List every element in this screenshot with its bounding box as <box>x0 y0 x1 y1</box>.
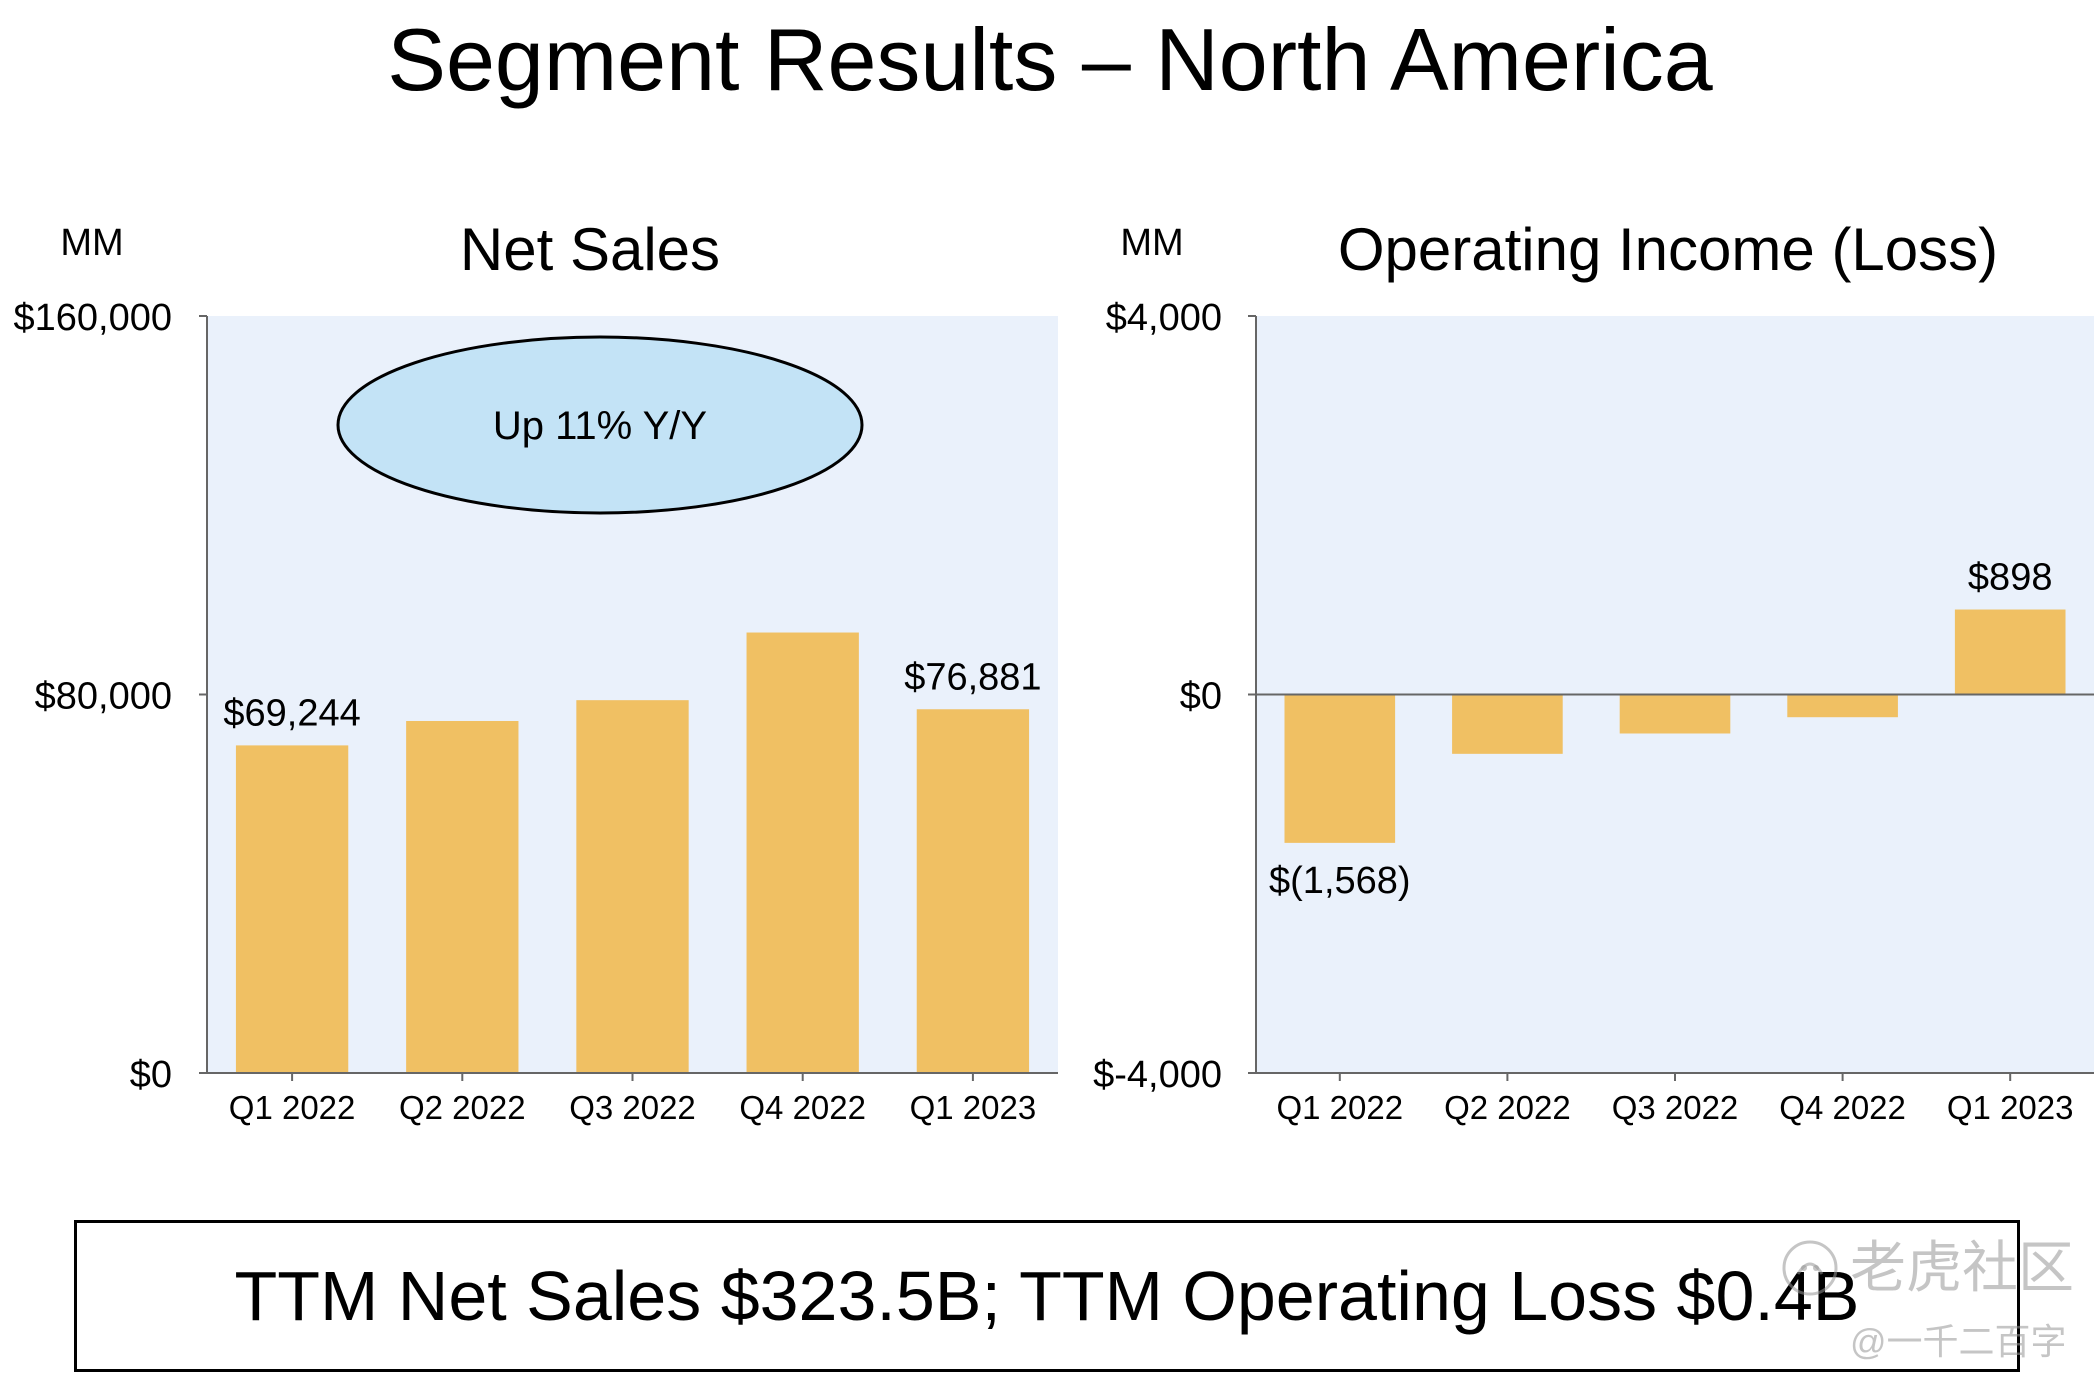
net-sales-callout-ellipse <box>336 335 864 515</box>
op-income-xtick-label: Q4 2022 <box>1779 1089 1906 1126</box>
net-sales-bar-4 <box>746 632 859 1073</box>
net-sales-bar-5 <box>916 709 1030 1073</box>
ttm-summary-box: TTM Net Sales $323.5B; TTM Operating Los… <box>74 1220 2020 1372</box>
net-sales-ytick-label: $160,000 <box>14 297 173 339</box>
op-income-ytick-label: $-4,000 <box>1093 1054 1222 1096</box>
net-sales-unit-label: MM <box>60 222 123 264</box>
op-income-ytick-label: $0 <box>1180 676 1222 718</box>
net-sales-bar-1 <box>235 745 349 1073</box>
net-sales-bar-2 <box>406 720 519 1073</box>
op-income-xtick-label: Q1 2022 <box>1276 1089 1403 1126</box>
net-sales-xtick-label: Q3 2022 <box>569 1089 696 1126</box>
operating-income-chart: Operating Income (Loss) MM $-4,000 $0 $4,000… <box>1093 216 2094 1126</box>
op-income-xtick-label: Q2 2022 <box>1444 1089 1571 1126</box>
ttm-summary-text: TTM Net Sales $323.5B; TTM Operating Los… <box>234 1257 1860 1335</box>
net-sales-xtick-label: Q4 2022 <box>739 1089 866 1126</box>
net-sales-xtick-label: Q2 2022 <box>399 1089 526 1126</box>
net-sales-bar-3 <box>576 700 689 1073</box>
net-sales-chart: Net Sales MM $0 $80,000 $160,000 $69,244 Q1 20… <box>14 216 1058 1126</box>
net-sales-callout-text: Up 11% Y/Y <box>493 404 707 448</box>
op-income-bar-1 <box>1284 694 1396 843</box>
op-income-data-label-1: $(1,568) <box>1269 860 1411 902</box>
net-sales-xtick-label: Q1 2023 <box>910 1089 1037 1126</box>
net-sales-data-label-5: $76,881 <box>904 656 1041 698</box>
op-income-bar-2 <box>1452 694 1563 754</box>
op-income-bar-4 <box>1787 694 1898 718</box>
op-income-xtick-label: Q1 2023 <box>1947 1089 2074 1126</box>
net-sales-data-label-1: $69,244 <box>223 692 360 734</box>
op-income-bar-3 <box>1619 694 1731 734</box>
op-income-xtick-label: Q3 2022 <box>1612 1089 1739 1126</box>
net-sales-chart-title: Net Sales <box>460 216 720 283</box>
op-income-data-label-5: $898 <box>1968 557 2053 599</box>
net-sales-ytick-label: $80,000 <box>35 676 172 718</box>
page-title: Segment Results – North America <box>387 10 1713 109</box>
op-income-chart-title: Operating Income (Loss) <box>1338 216 1998 283</box>
net-sales-ytick-label: $0 <box>130 1054 172 1096</box>
op-income-bar-5 <box>1954 609 2066 695</box>
op-income-unit-label: MM <box>1120 222 1183 264</box>
op-income-ytick-label: $4,000 <box>1106 297 1222 339</box>
net-sales-xtick-label: Q1 2022 <box>229 1089 356 1126</box>
